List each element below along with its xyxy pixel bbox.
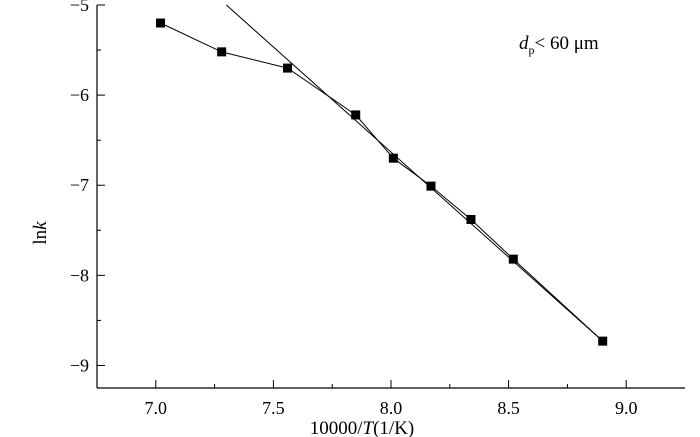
data-curve (160, 22, 604, 342)
y-tick-label: −9 (70, 355, 89, 375)
y-tick-label: −8 (70, 265, 89, 285)
points (156, 18, 608, 346)
linear-fit-line (226, 4, 604, 342)
y-axis-label: lnk (30, 221, 51, 245)
x-tick-label: 8.5 (497, 398, 520, 418)
y-tick-label: −7 (70, 175, 89, 195)
x-tick-label: 8.0 (380, 398, 403, 418)
x-tick-label: 9.0 (615, 398, 638, 418)
data-point (426, 181, 436, 191)
particle-size-annotation: dp< 60 μm (519, 33, 599, 57)
y-tick-label: −5 (70, 0, 89, 15)
x-axis-label: 10000/T(1/K) (310, 418, 415, 437)
data-point (388, 153, 398, 163)
y-tick-label: −6 (70, 85, 89, 105)
x-tick-label: 7.5 (262, 398, 285, 418)
data-point (351, 110, 361, 120)
axes (96, 5, 685, 389)
ticks (97, 4, 627, 388)
data-point (156, 18, 166, 28)
data-point (217, 47, 227, 57)
tick-labels: 7.0 7.5 8.0 8.5 9.0 −5 −6 −7 −8 −9 (70, 0, 638, 418)
lines (160, 4, 604, 342)
data-point (598, 336, 608, 346)
data-point (508, 254, 518, 264)
x-tick-label: 7.0 (145, 398, 168, 418)
data-point (283, 63, 293, 73)
data-point (466, 214, 476, 224)
